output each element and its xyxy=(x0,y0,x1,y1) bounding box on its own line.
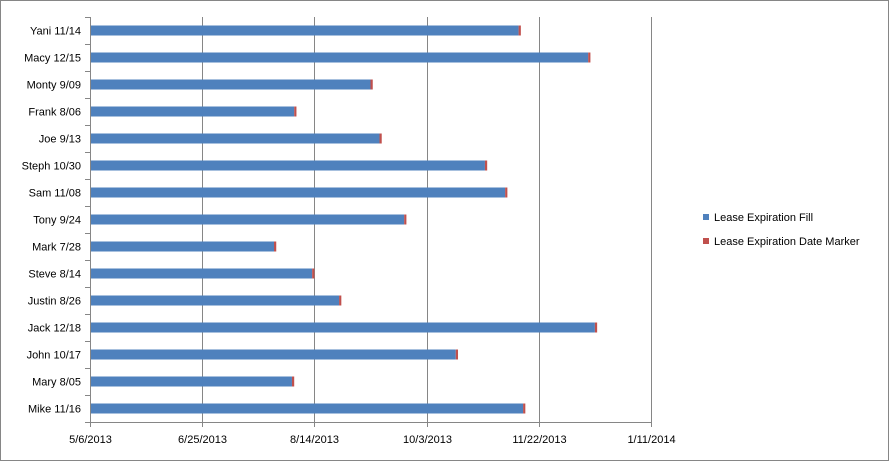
legend-swatch xyxy=(703,214,709,220)
y-tick-label: Steph 10/30 xyxy=(22,161,81,173)
x-tick-label: 8/14/2013 xyxy=(290,434,339,446)
bar-lease-marker xyxy=(588,52,591,63)
bar-lease-fill xyxy=(91,160,485,171)
bar-lease-fill xyxy=(91,52,589,63)
y-tick-label: John 10/17 xyxy=(27,350,81,362)
legend-swatch xyxy=(703,238,709,244)
bar-lease-marker xyxy=(274,241,277,252)
bar-lease-fill xyxy=(91,79,371,90)
y-tick-label: Tony 9/24 xyxy=(33,215,81,227)
x-tick-label: 5/6/2013 xyxy=(69,434,112,446)
y-tick-label: Macy 12/15 xyxy=(24,53,81,65)
y-tick-label: Justin 8/26 xyxy=(28,296,81,308)
bar-lease-marker xyxy=(594,322,598,333)
bar-lease-marker xyxy=(505,187,508,198)
bar-lease-marker xyxy=(518,25,521,36)
bar-lease-fill xyxy=(91,268,313,279)
bar-lease-fill xyxy=(91,214,405,225)
y-tick-label: Mary 8/05 xyxy=(32,377,81,389)
x-tick-label: 10/3/2013 xyxy=(403,434,452,446)
bar-lease-fill xyxy=(91,403,524,414)
y-tick-label: Mark 7/28 xyxy=(32,242,81,254)
x-tick-label: 6/25/2013 xyxy=(178,434,227,446)
y-tick-label: Steve 8/14 xyxy=(28,269,81,281)
bar-lease-marker xyxy=(379,133,382,144)
bar-lease-marker xyxy=(370,79,373,90)
bar-lease-marker xyxy=(484,160,488,171)
bar-lease-marker xyxy=(339,295,342,306)
bar-lease-fill xyxy=(91,106,295,117)
y-tick-label: Sam 11/08 xyxy=(29,188,81,200)
y-tick-label: Mike 11/16 xyxy=(28,404,81,416)
x-tick-label: 11/22/2013 xyxy=(512,434,566,446)
bar-lease-fill xyxy=(91,376,292,387)
bar-lease-marker xyxy=(523,403,526,414)
bar-lease-fill xyxy=(91,241,275,252)
legend-label: Lease Expiration Fill xyxy=(714,212,813,224)
y-tick-label: Jack 12/18 xyxy=(28,323,81,335)
y-tick-label: Monty 9/09 xyxy=(27,80,81,92)
bar-lease-marker xyxy=(404,214,407,225)
y-tick-label: Joe 9/13 xyxy=(39,134,81,146)
bar-lease-fill xyxy=(91,133,380,144)
bar-lease-marker xyxy=(294,106,297,117)
bar-lease-fill xyxy=(91,295,340,306)
bar-lease-fill xyxy=(91,322,595,333)
bar-lease-marker xyxy=(455,349,459,360)
x-tick-label: 1/11/2014 xyxy=(627,434,675,446)
bar-lease-fill xyxy=(91,349,456,360)
y-tick-label: Frank 8/06 xyxy=(28,107,81,119)
y-tick-label: Yani 11/14 xyxy=(30,26,81,38)
legend-label: Lease Expiration Date Marker xyxy=(714,236,860,248)
bar-lease-marker xyxy=(291,376,295,387)
bar-lease-fill xyxy=(91,187,506,198)
bar-lease-fill xyxy=(91,25,519,36)
bar-lease-marker xyxy=(312,268,315,279)
